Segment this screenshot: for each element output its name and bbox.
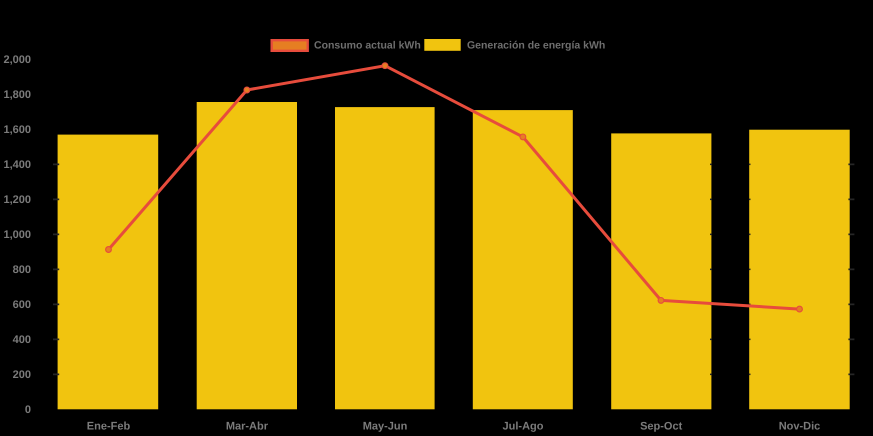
svg-text:1,000: 1,000 <box>3 229 31 241</box>
svg-text:1,800: 1,800 <box>3 89 31 101</box>
svg-text:200: 200 <box>13 369 31 381</box>
svg-text:Jul-Ago: Jul-Ago <box>503 421 544 433</box>
svg-text:2,000: 2,000 <box>3 54 31 66</box>
svg-text:600: 600 <box>13 299 31 311</box>
svg-text:Consumo actual kWh: Consumo actual kWh <box>314 40 421 52</box>
svg-text:Sep-Oct: Sep-Oct <box>640 421 683 433</box>
svg-text:Ene-Feb: Ene-Feb <box>87 421 131 433</box>
svg-text:0: 0 <box>25 404 31 416</box>
svg-text:400: 400 <box>13 334 31 346</box>
svg-text:1,600: 1,600 <box>3 124 31 136</box>
svg-text:1,200: 1,200 <box>3 194 31 206</box>
svg-text:1,400: 1,400 <box>3 159 31 171</box>
svg-text:Mar-Abr: Mar-Abr <box>226 421 269 433</box>
svg-text:Nov-Dic: Nov-Dic <box>779 421 821 433</box>
svg-text:Generación de energía kWh: Generación de energía kWh <box>467 40 605 52</box>
svg-text:800: 800 <box>13 264 31 276</box>
svg-text:May-Jun: May-Jun <box>363 421 408 433</box>
